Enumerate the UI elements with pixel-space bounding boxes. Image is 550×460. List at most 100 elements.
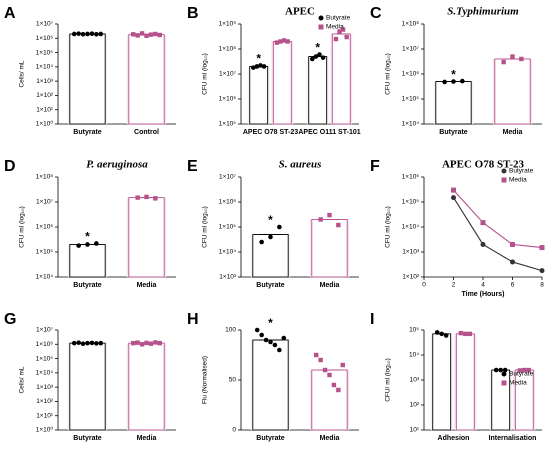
panel-letter: B	[187, 5, 199, 22]
bar	[432, 333, 452, 431]
y-axis-label: Flu (Normalised)	[202, 356, 209, 404]
data-point	[259, 332, 264, 338]
data-point	[317, 52, 322, 57]
legend-marker	[501, 380, 507, 386]
data-point	[85, 31, 90, 37]
data-point	[501, 59, 506, 65]
data-point	[272, 342, 278, 348]
x-tick-label: 0	[422, 282, 426, 289]
y-tick-label: 1×10⁵	[219, 121, 237, 128]
y-tick-label: 1×10⁷	[36, 199, 54, 206]
x-tick-label: 6	[511, 282, 515, 289]
y-tick-label: 1×10⁶	[219, 96, 237, 103]
data-point	[131, 32, 136, 37]
data-point	[333, 36, 339, 42]
data-point	[451, 187, 456, 193]
data-point	[80, 32, 86, 37]
x-tick-label: Media	[320, 435, 340, 442]
x-axis-label: Time (Hours)	[461, 291, 504, 298]
panel-letter: I	[370, 311, 374, 328]
y-tick-label: 1×10¹	[36, 106, 54, 113]
x-tick-label: 4	[481, 282, 485, 289]
annotation: *	[85, 230, 90, 244]
panel-title: S. aureus	[279, 159, 322, 171]
panel-title: S.Typhimurium	[447, 6, 519, 18]
data-point	[80, 341, 86, 346]
bar	[491, 369, 511, 431]
data-point	[510, 259, 515, 265]
x-tick-label: APEC O78 ST-23	[243, 129, 298, 136]
y-tick-label: 10³	[410, 377, 420, 384]
panel-title: APEC O78 ST-23	[442, 159, 525, 171]
bar	[128, 34, 165, 125]
bar	[128, 342, 165, 431]
annotation: *	[451, 67, 456, 81]
data-point	[337, 29, 342, 34]
data-point	[463, 331, 468, 337]
bar	[252, 339, 289, 431]
data-point	[135, 33, 140, 38]
y-tick-label: 1×10⁴	[36, 370, 54, 377]
legend-marker	[501, 177, 507, 183]
data-point	[258, 63, 263, 68]
data-point	[131, 340, 136, 346]
y-tick-label: 1×10⁵	[36, 249, 54, 256]
data-point	[480, 220, 486, 226]
data-point	[434, 330, 440, 335]
x-tick-label: Control	[134, 129, 159, 136]
annotation: *	[268, 213, 273, 227]
data-point	[263, 337, 269, 343]
y-tick-label: 1×10⁰	[36, 120, 54, 128]
data-point	[277, 224, 282, 230]
data-point	[98, 340, 104, 346]
y-tick-label: 1×10⁸	[219, 46, 237, 53]
y-tick-label: 1×10⁵	[36, 49, 54, 56]
data-point	[259, 239, 264, 245]
data-point	[135, 340, 140, 345]
bar	[308, 56, 328, 125]
data-point	[480, 241, 486, 247]
x-tick-label: Adhesion	[438, 435, 470, 442]
y-tick-label: 1×10⁴	[36, 274, 54, 281]
y-axis-label: CFU ml (log₁₀)	[385, 206, 392, 248]
data-point	[76, 31, 81, 36]
bar	[331, 33, 351, 125]
y-tick-label: 1×10⁴	[36, 64, 54, 71]
data-point	[340, 27, 346, 32]
x-tick-label: Butyrate	[73, 435, 102, 442]
y-tick-label: 1×10⁵	[219, 224, 237, 231]
y-tick-label: 1×10⁸	[402, 21, 420, 28]
data-point	[439, 331, 445, 337]
data-point	[344, 34, 349, 40]
bar	[435, 81, 472, 125]
annotation: *	[315, 41, 320, 55]
y-tick-label: 1×10⁹	[219, 21, 237, 28]
panel-title: APEC	[285, 6, 315, 18]
y-tick-label: 1×10⁶	[36, 224, 54, 231]
bar	[69, 33, 106, 125]
y-axis-label: Cells/ mL	[19, 366, 26, 393]
data-point	[285, 39, 290, 44]
x-tick-label: 2	[452, 282, 456, 289]
bar	[128, 197, 165, 278]
panel-letter: A	[4, 5, 16, 22]
y-tick-label: 1×10²	[36, 398, 54, 405]
data-point	[336, 387, 341, 393]
data-point	[442, 79, 447, 85]
y-tick-label: 1×10⁶	[219, 199, 237, 206]
x-tick-label: Internalisation	[489, 435, 537, 442]
data-point	[153, 340, 158, 345]
data-point	[451, 195, 456, 201]
data-point	[327, 212, 332, 218]
legend-label: Media	[326, 24, 344, 31]
data-point	[322, 367, 328, 373]
data-point	[148, 32, 154, 37]
annotation: *	[256, 52, 261, 66]
series-line	[453, 189, 543, 249]
y-tick-label: 1×10⁵	[402, 96, 420, 103]
y-tick-label: 0	[232, 427, 236, 434]
legend-label: Media	[509, 380, 527, 387]
data-point	[135, 195, 140, 200]
data-point	[153, 31, 158, 37]
annotation: *	[268, 316, 273, 330]
